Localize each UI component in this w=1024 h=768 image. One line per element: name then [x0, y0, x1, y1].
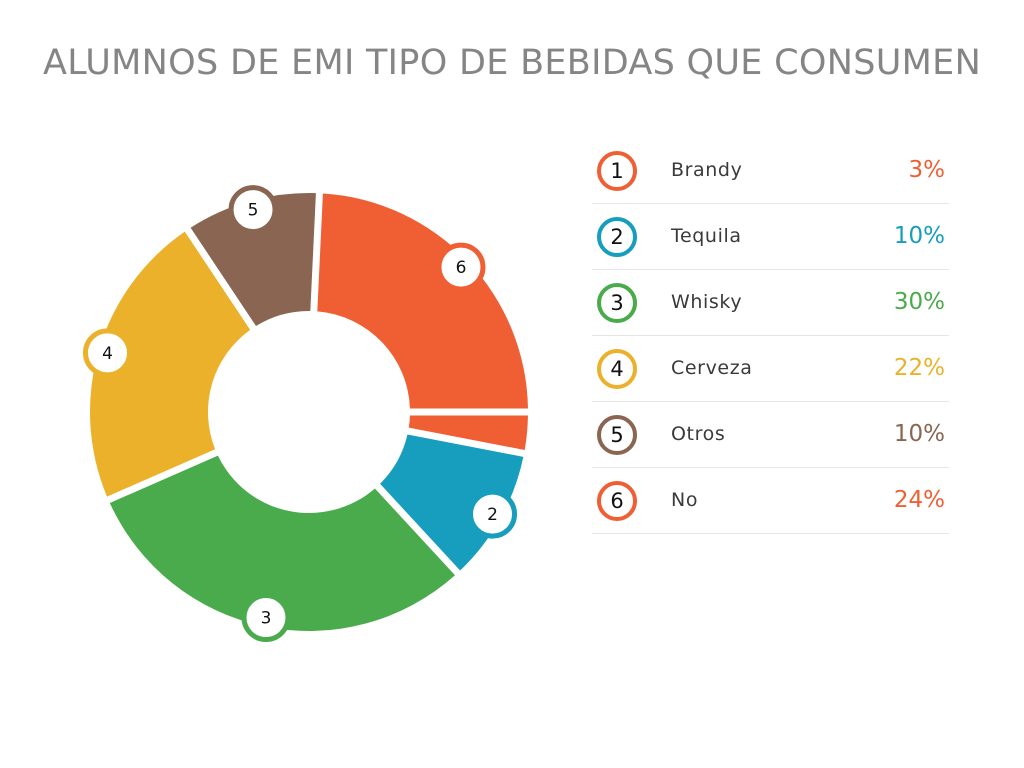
marker-circle: [241, 593, 291, 643]
donut-marker-otros: 5: [228, 185, 278, 235]
donut-marker-tequila: 2: [468, 489, 518, 539]
legend-label: Cerveza: [671, 357, 753, 379]
legend-number-badge: 4: [597, 349, 637, 389]
legend-number-badge: 3: [597, 283, 637, 323]
legend-label: Tequila: [671, 225, 742, 247]
marker-number: 6: [456, 258, 467, 278]
legend-item-whisky: 3 Whisky 30%: [592, 270, 949, 336]
legend-value: 30%: [893, 289, 945, 315]
donut-marker-cerveza: 4: [83, 328, 133, 378]
donut-slice-no: [317, 193, 528, 409]
donut-marker-no: 6: [436, 242, 486, 292]
marker-circle: [83, 328, 133, 378]
legend-value: 3%: [908, 157, 946, 183]
marker-number: 2: [487, 505, 498, 525]
donut-markers: 2 3 4 5 6: [83, 185, 518, 643]
legend-value: 10%: [893, 421, 945, 447]
donut-slice-cerveza: [90, 231, 251, 497]
donut-slice-whisky: [109, 455, 456, 631]
chart-legend: 1 Brandy 3% 2 Tequila 10% 3 Whisky 30% 4…: [592, 138, 949, 534]
legend-label: Whisky: [671, 291, 743, 313]
legend-value: 22%: [893, 355, 945, 381]
legend-label: Brandy: [671, 159, 743, 181]
legend-label: No: [671, 489, 699, 511]
legend-number-badge: 2: [597, 217, 637, 257]
marker-number: 3: [261, 609, 272, 629]
legend-number-badge: 1: [597, 151, 637, 191]
legend-number-badge: 5: [597, 415, 637, 455]
chart-title: ALUMNOS DE EMI TIPO DE BEBIDAS QUE CONSU…: [42, 43, 982, 83]
legend-item-tequila: 2 Tequila 10%: [592, 204, 949, 270]
marker-circle: [436, 242, 486, 292]
marker-number: 4: [102, 344, 113, 364]
donut-marker-whisky: 3: [241, 593, 291, 643]
legend-value: 10%: [893, 223, 945, 249]
legend-item-cerveza: 4 Cerveza 22%: [592, 336, 949, 402]
marker-circle: [468, 489, 518, 539]
marker-circle: [228, 185, 278, 235]
legend-item-no: 6 No 24%: [592, 468, 949, 534]
donut-slice-brandy: [408, 415, 528, 451]
marker-number: 5: [248, 201, 259, 221]
legend-value: 24%: [893, 487, 945, 513]
legend-number-badge: 6: [597, 481, 637, 521]
legend-item-brandy: 1 Brandy 3%: [592, 138, 949, 204]
donut-slice-otros: [190, 193, 316, 327]
legend-item-otros: 5 Otros 10%: [592, 402, 949, 468]
legend-label: Otros: [671, 423, 726, 445]
